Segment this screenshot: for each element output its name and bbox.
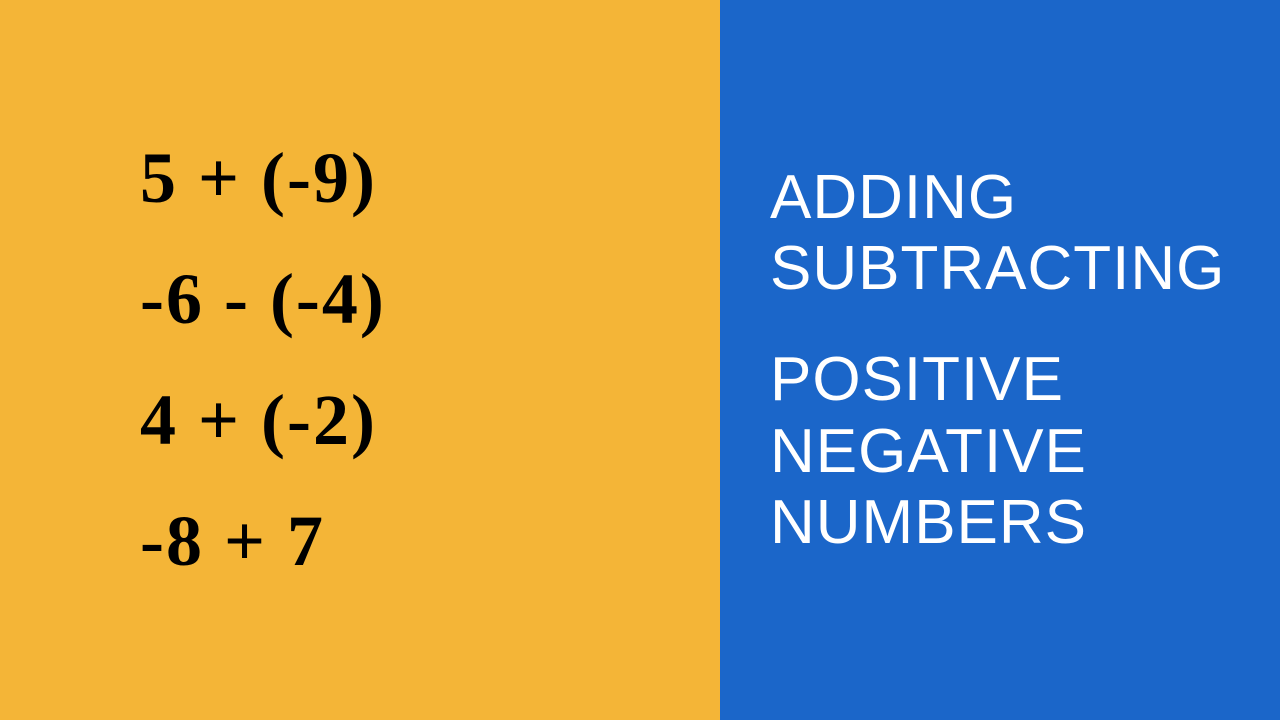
title-positive: POSITIVE [770, 344, 1250, 415]
title-group-numbers: POSITIVE NEGATIVE NUMBERS [770, 344, 1250, 558]
title-negative: NEGATIVE [770, 416, 1250, 487]
equation-2: -6 - (-4) [140, 258, 720, 341]
left-panel: 5 + (-9) -6 - (-4) 4 + (-2) -8 + 7 [0, 0, 720, 720]
equation-1: 5 + (-9) [140, 137, 720, 220]
title-group-operations: ADDING SUBTRACTING [770, 162, 1250, 305]
equation-4: -8 + 7 [140, 500, 720, 583]
title-adding: ADDING [770, 162, 1250, 233]
right-panel: ADDING SUBTRACTING POSITIVE NEGATIVE NUM… [720, 0, 1280, 720]
equation-3: 4 + (-2) [140, 379, 720, 462]
title-subtracting: SUBTRACTING [770, 233, 1250, 304]
title-numbers: NUMBERS [770, 487, 1250, 558]
